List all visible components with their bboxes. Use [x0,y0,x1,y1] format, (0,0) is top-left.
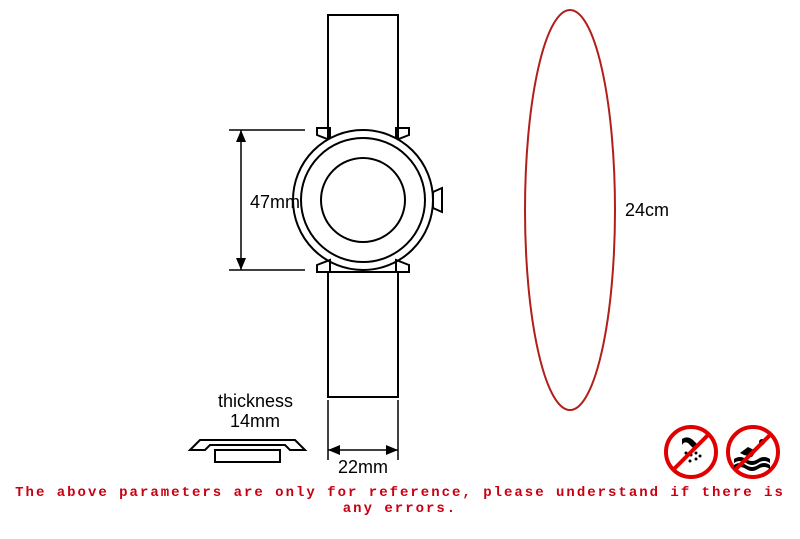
bandwidth-label: 22mm [338,457,388,478]
thickness-title: thickness [218,391,293,412]
no-shower-icon [664,425,718,479]
no-swim-icon [726,425,780,479]
prohibition-icons [664,425,780,479]
diameter-label: 47mm [250,192,300,213]
length-label: 24cm [625,200,669,221]
disclaimer-text: The above parameters are only for refere… [0,485,800,517]
thickness-value: 14mm [230,411,280,432]
